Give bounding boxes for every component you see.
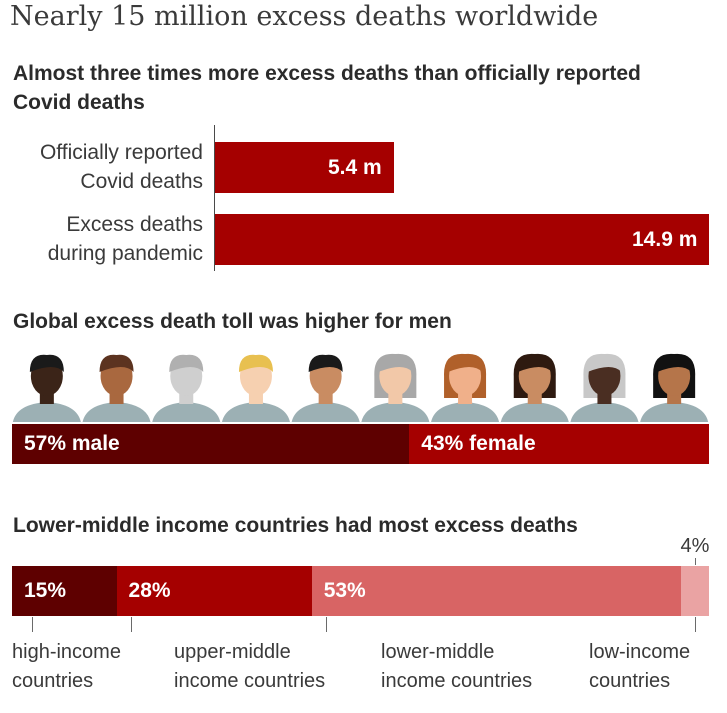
income-tick-1 [131, 617, 132, 632]
income-value-label-2: 53% [323, 579, 366, 602]
income-category-label-3-line-0: low-income [589, 641, 691, 663]
chart-3-title: Lower-middle income countries had most e… [13, 514, 578, 537]
person-icon [640, 353, 709, 422]
person-icon [82, 354, 151, 422]
people-icons-row [12, 353, 709, 422]
people-divider [12, 422, 709, 424]
gender-label-female: 43% female [421, 432, 536, 455]
income-tick-0 [32, 617, 33, 632]
income-category-label-0-line-1: countries [12, 670, 94, 692]
income-value-label-0: 15% [24, 579, 67, 602]
bar-label-official-line-2: Covid deaths [80, 170, 203, 193]
person-icon [570, 353, 639, 422]
income-tick-2 [326, 617, 327, 632]
income-tick-3 [695, 617, 696, 632]
bar-value-excess: 14.9 m [632, 228, 698, 251]
income-stacked-bar: 15% 28% 53% [12, 566, 709, 616]
gender-stacked-bar: 57% male 43% female [12, 424, 709, 464]
income-segment-2: 53% [311, 566, 682, 616]
income-category-label-1-line-0: upper-middle [174, 641, 291, 663]
bar-excess [215, 214, 709, 265]
income-category-label-0-line-0: high-income [12, 641, 121, 663]
chart-1-axis [214, 125, 215, 271]
bar-official [215, 142, 394, 193]
person-icon [500, 353, 569, 422]
person-icon [12, 354, 81, 422]
bar-label-excess-line-2: during pandemic [47, 242, 203, 265]
person-icon [361, 353, 430, 422]
person-icon [291, 354, 360, 422]
page-title: Nearly 15 million excess deaths worldwid… [10, 1, 599, 32]
person-icon [431, 353, 500, 422]
chart-1-title: Almost three times more excess deaths th… [13, 62, 641, 114]
bar-value-official: 5.4 m [328, 156, 382, 179]
income-category-label-2: lower-middle income countries [381, 638, 532, 696]
income-category-label-3-line-1: countries [589, 670, 671, 692]
bar-label-excess-line-1: Excess deaths [66, 213, 203, 236]
bar-label-official-line-1: Officially reported [39, 141, 203, 164]
income-value-label-1: 28% [128, 579, 171, 602]
income-category-label-3: low-income countries [589, 638, 690, 696]
gender-segment-male: 57% male [12, 424, 410, 464]
income-category-label-2-line-1: income countries [381, 670, 533, 692]
gender-label-male: 57% male [24, 432, 120, 455]
chart-2-title: Global excess death toll was higher for … [13, 310, 452, 333]
income-category-label-0: high-income countries [12, 638, 121, 696]
income-segment-0: 15% [12, 566, 117, 616]
income-segment-3 [681, 566, 709, 616]
bar-label-excess: Excess deaths during pandemic [8, 210, 203, 268]
person-icon [152, 354, 221, 422]
income-category-label-2-line-0: lower-middle [381, 641, 495, 663]
income-segment-1: 28% [116, 566, 312, 616]
low-income-leader-line [695, 558, 696, 565]
income-axis: high-income countries upper-middle income c… [0, 616, 727, 713]
bar-label-official: Officially reported Covid deaths [8, 138, 203, 196]
income-category-label-1-line-1: income countries [174, 670, 326, 692]
person-icon [221, 354, 290, 422]
gender-segment-female: 43% female [409, 424, 709, 464]
income-value-low-outside: 4% [680, 535, 710, 557]
income-category-label-1: upper-middle income countries [174, 638, 325, 696]
